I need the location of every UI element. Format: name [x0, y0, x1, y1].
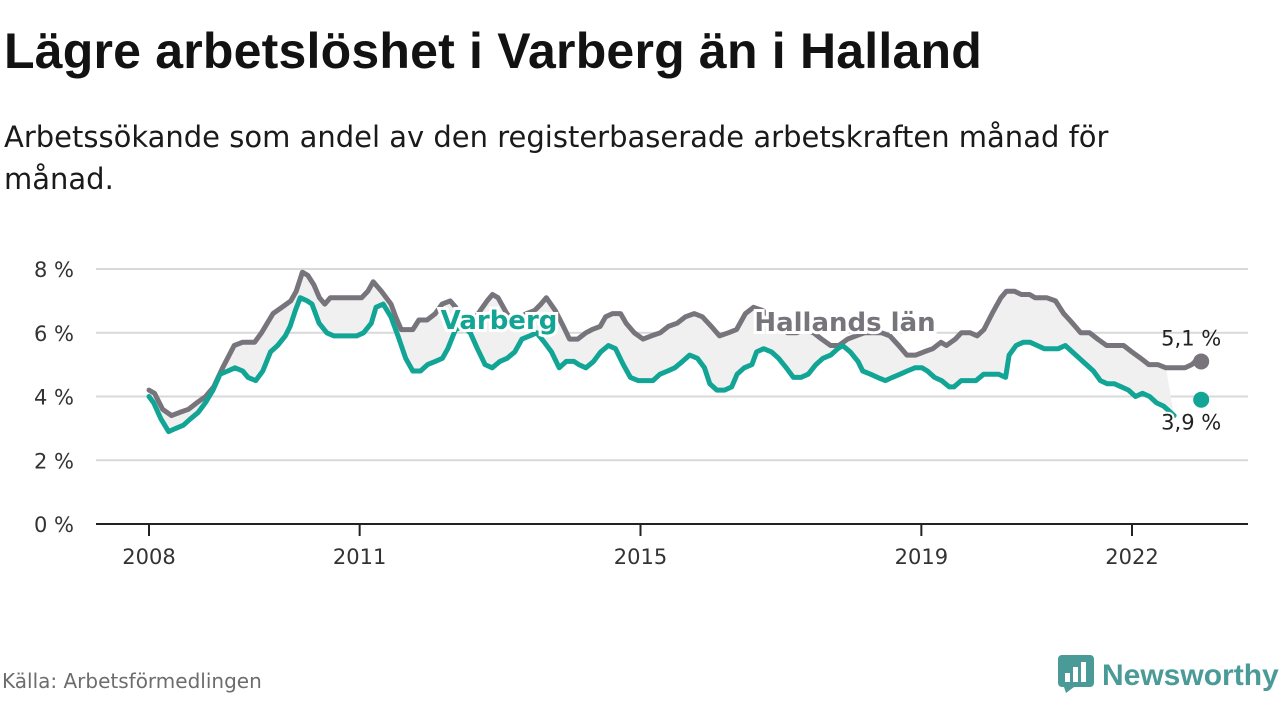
end-point-hallands-lan [1193, 353, 1210, 370]
series-label-varberg: Varberg [441, 306, 558, 336]
line-chart: 0 % 2 % 4 % 6 % 8 % 2008 2011 2015 2019 2022 5,1 … [34, 258, 1248, 569]
end-label-hallands-lan: 5,1 % [1161, 326, 1221, 350]
end-label-varberg: 3,9 % [1161, 411, 1221, 435]
end-point-varberg [1193, 391, 1210, 408]
brand-name: Newsworthy [1102, 659, 1279, 692]
series-line-varberg [146, 295, 1177, 435]
series-line-hallands-lan [146, 269, 1198, 419]
y-tick-label: 2 % [34, 449, 74, 473]
source-note: Källa: Arbetsförmedlingen [2, 669, 262, 693]
brand-logo: Newsworthy [1058, 655, 1279, 697]
tick-layer: 0 % 2 % 4 % 6 % 8 % 2008 2011 2015 2019 2022 [34, 258, 1159, 569]
newsworthy-chart-icon [1058, 655, 1094, 697]
difference-band [149, 272, 1175, 432]
y-tick-label: 6 % [34, 322, 74, 346]
x-tick-label: 2022 [1105, 545, 1158, 569]
x-tick-label: 2015 [614, 545, 667, 569]
chart-subtitle: Arbetssökande som andel av den registerb… [4, 120, 1109, 196]
y-tick-label: 4 % [34, 386, 74, 410]
x-tick-label: 2019 [895, 545, 948, 569]
x-tick-label: 2011 [333, 545, 386, 569]
series-label-hallands-lan: Hallands län [754, 308, 935, 338]
y-tick-label: 0 % [34, 513, 74, 537]
y-tick-label: 8 % [34, 258, 74, 282]
chart-title: Lägre arbetslöshet i Varberg än i Hallan… [4, 23, 982, 79]
x-tick-label: 2008 [122, 545, 175, 569]
